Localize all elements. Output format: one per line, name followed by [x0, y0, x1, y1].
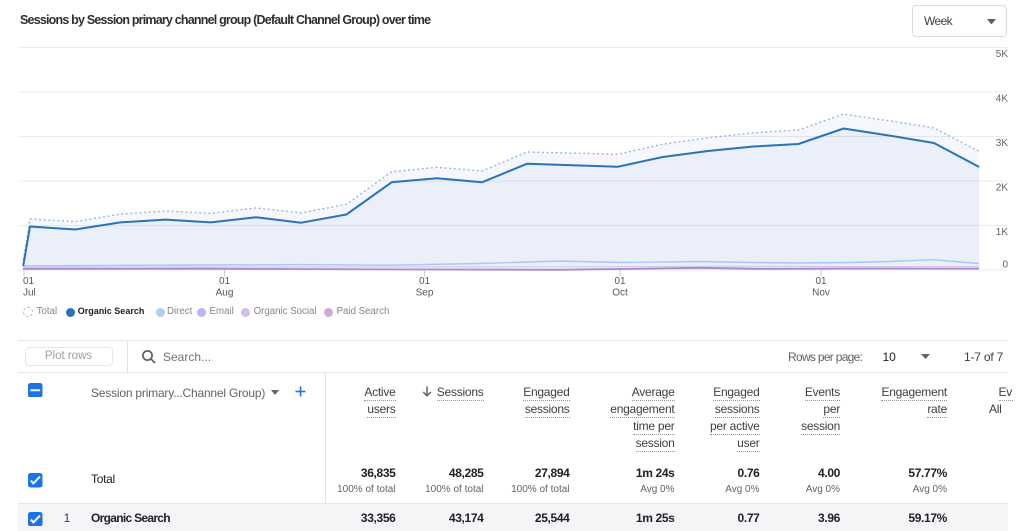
svg-text:Sep: Sep	[416, 288, 434, 299]
svg-text:4K: 4K	[996, 94, 1009, 105]
svg-text:Jul: Jul	[23, 288, 36, 299]
svg-text:01: 01	[23, 276, 35, 287]
svg-text:3K: 3K	[996, 138, 1009, 149]
svg-text:Aug: Aug	[216, 288, 234, 299]
svg-text:01: 01	[419, 276, 431, 287]
svg-text:Oct: Oct	[612, 288, 628, 299]
svg-text:01: 01	[815, 276, 827, 287]
svg-text:1K: 1K	[996, 227, 1009, 238]
svg-text:5K: 5K	[996, 49, 1009, 60]
svg-text:0: 0	[1002, 260, 1008, 271]
svg-text:01: 01	[614, 276, 626, 287]
svg-text:Nov: Nov	[812, 288, 830, 299]
svg-text:2K: 2K	[996, 183, 1009, 194]
svg-text:01: 01	[219, 276, 231, 287]
